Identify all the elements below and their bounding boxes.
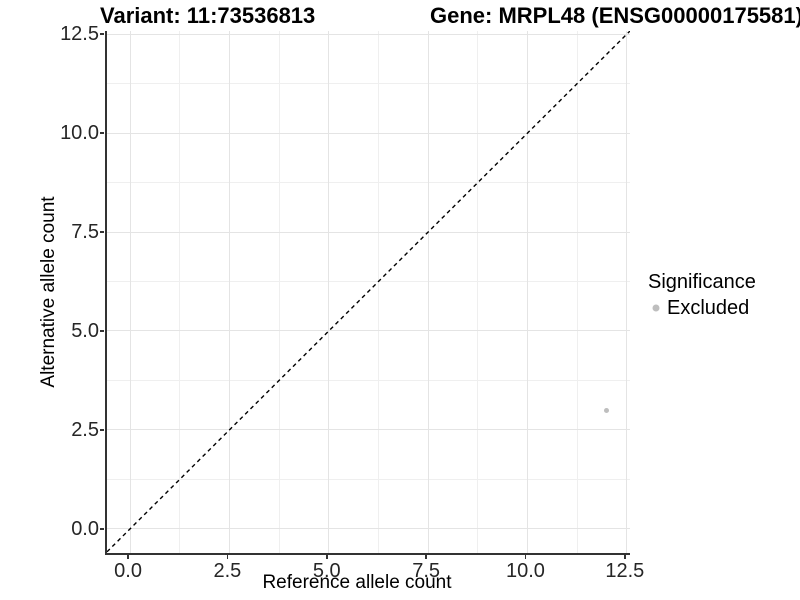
y-tick-label: 7.5 bbox=[71, 221, 99, 244]
x-gridline-major bbox=[526, 31, 528, 553]
x-tick-mark bbox=[326, 554, 328, 559]
y-tick-mark bbox=[99, 231, 104, 233]
x-gridline-major bbox=[328, 31, 330, 553]
y-gridline-major bbox=[107, 33, 630, 35]
x-tick-label: 5.0 bbox=[312, 560, 341, 582]
identity-line-path bbox=[107, 31, 630, 553]
y-tick-mark bbox=[99, 528, 104, 530]
y-gridline-minor bbox=[107, 379, 630, 381]
x-gridline-major bbox=[427, 31, 429, 553]
x-gridline-minor bbox=[179, 31, 181, 553]
x-gridline-minor bbox=[278, 31, 280, 553]
plot-title-gene: Gene: MRPL48 (ENSG00000175581) bbox=[430, 3, 800, 28]
x-gridline-major bbox=[626, 31, 628, 553]
legend-item: Excluded bbox=[648, 297, 756, 319]
x-gridline-minor bbox=[377, 31, 379, 553]
x-gridline-major bbox=[228, 31, 230, 553]
plot-panel bbox=[105, 31, 630, 555]
y-tick-label: 12.5 bbox=[60, 23, 99, 46]
y-tick-mark bbox=[99, 429, 104, 431]
x-tick-label: 0.0 bbox=[114, 560, 142, 582]
legend-point-icon bbox=[652, 304, 660, 312]
y-gridline-major bbox=[107, 231, 630, 233]
x-tick-label: 2.5 bbox=[213, 560, 242, 582]
y-tick-mark bbox=[99, 132, 104, 134]
x-tick-mark bbox=[226, 554, 229, 559]
y-tick-label: 0.0 bbox=[71, 517, 99, 540]
y-gridline-minor bbox=[107, 182, 630, 184]
y-gridline-major bbox=[107, 330, 630, 332]
y-gridline-minor bbox=[107, 281, 630, 282]
y-gridline-minor bbox=[107, 83, 630, 85]
x-tick-mark bbox=[524, 554, 527, 559]
y-gridline-major bbox=[107, 132, 630, 134]
y-tick-label: 10.0 bbox=[60, 122, 99, 145]
legend: Significance Excluded bbox=[648, 270, 756, 319]
x-gridline-minor bbox=[477, 31, 479, 553]
x-tick-mark bbox=[127, 554, 129, 559]
legend-key bbox=[648, 300, 664, 316]
y-gridline-minor bbox=[107, 478, 630, 480]
x-tick-label: 7.5 bbox=[412, 560, 441, 582]
y-gridline-major bbox=[107, 528, 630, 530]
y-tick-mark bbox=[99, 33, 104, 35]
y-tick-mark bbox=[99, 330, 104, 332]
x-tick-label: 10.0 bbox=[505, 560, 545, 582]
y-axis-title: Alternative allele count bbox=[38, 196, 59, 388]
plot-title-variant: Variant: 11:73536813 bbox=[100, 3, 316, 28]
y-gridline-major bbox=[107, 429, 630, 431]
x-gridline-major bbox=[129, 31, 131, 553]
data-point bbox=[604, 407, 610, 413]
identity-reference-line bbox=[107, 31, 630, 553]
y-tick-label: 2.5 bbox=[71, 418, 99, 441]
y-tick-label: 5.0 bbox=[71, 319, 99, 342]
x-tick-mark bbox=[624, 554, 626, 559]
x-tick-label: 12.5 bbox=[605, 560, 645, 582]
x-tick-mark bbox=[425, 554, 427, 559]
legend-item-label: Excluded bbox=[667, 297, 750, 319]
x-axis-title: Reference allele count bbox=[262, 572, 452, 593]
legend-items: Excluded bbox=[648, 297, 756, 319]
x-gridline-minor bbox=[576, 31, 578, 553]
legend-title: Significance bbox=[648, 271, 756, 293]
